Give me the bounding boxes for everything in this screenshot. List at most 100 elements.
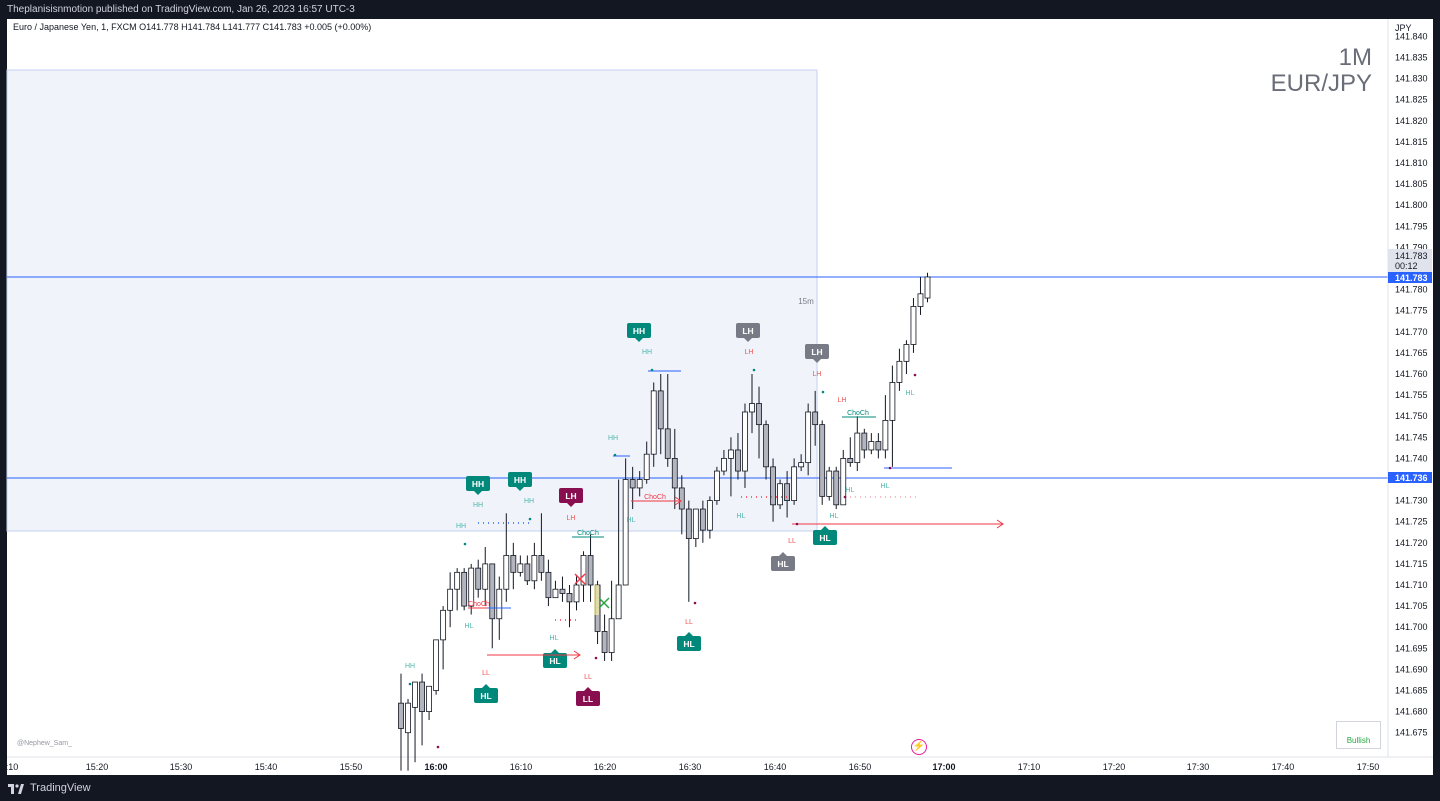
structure-tag-lh: LH	[805, 344, 829, 363]
time-tick: 15:20	[86, 762, 109, 772]
candle-bear	[657, 390, 664, 430]
candle-bull	[903, 344, 910, 362]
structure-label-hh: HH	[456, 523, 466, 530]
swing-dot	[888, 466, 892, 470]
candle-bull	[412, 681, 418, 708]
structure-tag-text: HL	[819, 533, 830, 543]
highlight-candle	[594, 585, 599, 615]
candle-bull	[742, 411, 748, 472]
candle-bear	[524, 563, 531, 582]
tradingview-brand: TradingView	[30, 782, 91, 794]
structure-label-lh: LH	[813, 371, 822, 378]
price-tick: 141.760	[1395, 369, 1428, 379]
structure-tag-pointer	[584, 687, 592, 691]
structure-label-hl: HL	[830, 513, 839, 520]
bear-arrow-head	[573, 650, 581, 660]
candle-bull	[924, 276, 931, 299]
price-tick: 141.740	[1395, 453, 1428, 463]
candle-bear	[847, 457, 854, 464]
candle-bull	[650, 390, 657, 455]
swing-dot	[795, 522, 799, 526]
candle-bull	[805, 411, 812, 464]
time-tick: 16:40	[764, 762, 787, 772]
tradingview-logo[interactable]: TradingView	[8, 776, 91, 801]
bear-arrow-head	[996, 519, 1004, 529]
time-tick: 17:50	[1357, 762, 1380, 772]
time-tick: 16:10	[510, 762, 533, 772]
price-tick: 141.810	[1395, 158, 1428, 168]
swing-dot	[436, 745, 440, 749]
candle-bull	[889, 382, 896, 421]
candle-bear	[671, 457, 678, 489]
price-tick: 141.790	[1395, 242, 1428, 252]
candle-bull	[573, 584, 580, 603]
candle-bull	[643, 453, 650, 480]
author-credit: @Nephew_Sam_	[17, 740, 72, 747]
level-tag-box	[1388, 472, 1432, 483]
candle-bear	[833, 470, 840, 506]
structure-tag-box	[677, 636, 701, 651]
candle-bear	[812, 411, 819, 426]
candle-bear	[566, 593, 573, 603]
structure-tag-ll: LL	[576, 687, 600, 706]
candle-bull	[777, 483, 783, 506]
candle-bull	[615, 584, 622, 620]
price-tick: 141.765	[1395, 348, 1428, 358]
candle-bear	[538, 555, 545, 573]
time-tick: 15:40	[255, 762, 278, 772]
structure-tag-text: LH	[742, 326, 753, 336]
structure-tag-text: LH	[565, 491, 576, 501]
structure-tag-hh: HH	[627, 323, 651, 342]
structure-tag-lh: LH	[559, 488, 583, 507]
time-tick: 16:50	[849, 762, 872, 772]
structure-tag-hl: HL	[813, 526, 837, 545]
structure-tag-box	[736, 323, 760, 338]
candle-bear	[756, 403, 762, 426]
choch-label: ChoCh	[577, 530, 599, 537]
candle-bear	[861, 432, 868, 451]
publish-bar: Theplanisisnmotion published on TradingV…	[0, 0, 1440, 19]
candle-bull	[580, 555, 587, 586]
price-tick: 141.800	[1395, 200, 1428, 210]
swing-dot	[650, 368, 654, 372]
candle-bear	[475, 567, 482, 590]
structure-tag-text: HL	[549, 656, 560, 666]
price-tick: 141.820	[1395, 116, 1428, 126]
choch-label: ChoCh	[847, 410, 869, 417]
structure-tag-box	[466, 476, 490, 491]
candle-bear	[510, 555, 517, 573]
structure-tag-box	[474, 688, 498, 703]
price-tick: 141.830	[1395, 74, 1428, 84]
swing-dot	[463, 542, 467, 546]
price-tick: 141.700	[1395, 622, 1428, 632]
candle-bull	[496, 588, 503, 620]
time-tick: 17:30	[1187, 762, 1210, 772]
candles-group	[398, 272, 931, 771]
level-tag: 141.736	[1395, 473, 1428, 483]
structure-label-hh: HH	[473, 502, 483, 509]
structure-tag-pointer	[474, 491, 482, 495]
price-axis-currency: JPY	[1395, 23, 1412, 33]
structure-tag-pointer	[821, 526, 829, 530]
candle-bear	[735, 449, 741, 472]
structure-label-hl: HL	[465, 623, 474, 630]
structure-label-hl: HL	[737, 513, 746, 520]
flash-icon[interactable]: ⚡	[911, 739, 927, 755]
structure-tag-text: LH	[811, 347, 822, 357]
structure-label-hh: HH	[642, 349, 652, 356]
time-axis[interactable]: :10 15:20 15:30 15:40 15:50 16:00 16:10 16:20 16…	[6, 762, 1380, 772]
candle-bull	[622, 479, 629, 586]
structure-tag-pointer	[779, 552, 787, 556]
candle-bull	[749, 403, 755, 413]
structure-tag-text: HL	[683, 639, 694, 649]
structure-label-lh: LH	[567, 515, 576, 522]
structure-label-ll: LL	[482, 670, 490, 677]
structure-label-ll: LL	[685, 619, 693, 626]
structure-tag-box	[543, 653, 567, 668]
structure-tag-box	[813, 530, 837, 545]
bullish-status-button[interactable]: Bullish	[1336, 721, 1381, 749]
htf-zone	[6, 69, 818, 532]
structure-tag-text: HH	[633, 326, 645, 336]
